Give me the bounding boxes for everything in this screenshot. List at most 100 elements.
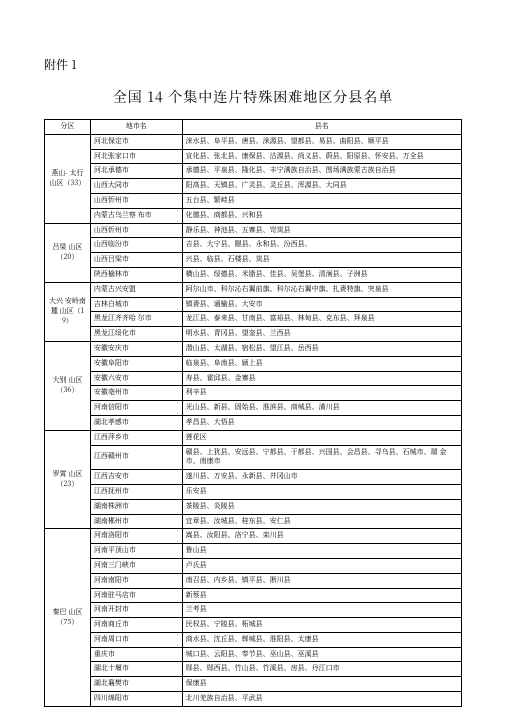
- page-title: 全国 14 个集中连片特殊困难地区分县名单: [44, 87, 462, 107]
- table-row: 河南驻马店市新蔡县: [45, 588, 462, 603]
- county-cell: 南召县、内乡县、镇平县、淅川县: [182, 573, 461, 588]
- table-row: 大别 山区（36）安徽安庆市潜山县、太湖县、宿松县、望江县、岳西县: [45, 341, 462, 356]
- county-cell: 潜山县、太湖县、宿松县、望江县、岳西县: [182, 341, 461, 356]
- table-row: 吕梁 山区（20）山西忻州市静乐县、神池县、五寨县、岢岚县: [45, 223, 462, 238]
- table-row: 湖南株洲市茶陵县、炎陵县: [45, 499, 462, 514]
- city-cell: 山西临汾市: [90, 238, 182, 253]
- city-cell: 内蒙古兴安盟: [90, 282, 182, 297]
- county-cell: 宣化县、张北县、康保县、沽源县、尚义县、蔚县、阳原县、怀安县、万全县: [182, 149, 461, 164]
- county-cell: 乐安县: [182, 484, 461, 499]
- city-cell: 重庆市: [90, 647, 182, 662]
- county-cell: 宜章县、汝城县、桂东县、安仁县: [182, 514, 461, 529]
- table-row: 重庆市城口县、云阳县、奉节县、巫山县、巫溪县: [45, 647, 462, 662]
- zone-cell: 罗霄 山区（23）: [45, 430, 91, 529]
- county-cell: 鲁山县: [182, 544, 461, 559]
- table-row: 四川绵阳市北川羌族自治县、平武县: [45, 692, 462, 707]
- county-cell: 北川羌族自治县、平武县: [182, 692, 461, 707]
- county-cell: 孝昌县、大悟县: [182, 415, 461, 430]
- city-cell: 黑龙江齐齐哈 尔市: [90, 312, 182, 327]
- county-cell: 兴县、临县、石楼县、岚县: [182, 253, 461, 268]
- county-cell: 承德县、平泉县、隆化县、丰宁满族自治县、围场满族蒙古族自治县: [182, 164, 461, 179]
- table-row: 陕西榆林市横山县、绥德县、米脂县、佳县、吴堡县、清涧县、子洲县: [45, 267, 462, 282]
- city-cell: 安徽亳州市: [90, 386, 182, 401]
- table-row: 湖北孝感市孝昌县、大悟县: [45, 415, 462, 430]
- city-cell: 吉林白城市: [90, 297, 182, 312]
- zone-cell: 秦巴 山区（75）: [45, 529, 91, 707]
- county-cell: 利辛县: [182, 386, 461, 401]
- city-cell: 山西吕梁市: [90, 253, 182, 268]
- county-cell: 化德县、商都县、兴和县: [182, 208, 461, 223]
- county-cell: 阳高县、天镇县、广灵县、灵丘县、浑源县、大同县: [182, 179, 461, 194]
- county-cell: 吉县、大宁县、隰县、永和县、汾西县、: [182, 238, 461, 253]
- table-row: 湖北十堰市郧县、郧西县、竹山县、竹溪县、房县、丹江口市: [45, 662, 462, 677]
- table-row: 大兴 安岭南麓 山区（19）内蒙古兴安盟阿尔山市、科尔沁右翼前旗、科尔沁右翼中旗…: [45, 282, 462, 297]
- city-cell: 安徽六安市: [90, 371, 182, 386]
- table-row: 河北张家口市宣化县、张北县、康保县、沽源县、尚义县、蔚县、阳原县、怀安县、万全县: [45, 149, 462, 164]
- table-row: 江西吉安市遂川县、万安县、永新县、井冈山市: [45, 470, 462, 485]
- city-cell: 河南平顶山市: [90, 544, 182, 559]
- county-cell: 城口县、云阳县、奉节县、巫山县、巫溪县: [182, 647, 461, 662]
- county-cell: 临泉县、阜南县、颍上县: [182, 356, 461, 371]
- table-row: 山西忻州市五台县、繁峙县: [45, 193, 462, 208]
- table-row: 河南南阳市南召县、内乡县、镇平县、淅川县: [45, 573, 462, 588]
- city-cell: 湖北十堰市: [90, 662, 182, 677]
- county-cell: 茶陵县、炎陵县: [182, 499, 461, 514]
- appendix-label: 附件 1: [44, 56, 462, 73]
- city-cell: 湖南株洲市: [90, 499, 182, 514]
- city-cell: 河南开封市: [90, 603, 182, 618]
- table-row: 河南信阳市光山县、新县、固始县、淮滨县、商城县、潢川县: [45, 401, 462, 416]
- city-cell: 河北保定市: [90, 134, 182, 149]
- table-row: 安徽六安市寿县、霍邱县、金寨县: [45, 371, 462, 386]
- county-cell: 莲花区: [182, 430, 461, 445]
- county-cell: 寿县、霍邱县、金寨县: [182, 371, 461, 386]
- city-cell: 内蒙古乌兰察 布市: [90, 208, 182, 223]
- county-cell: 赣县、上犹县、安远县、宁都县、于都县、兴国县、会昌县、寻乌县、石城市、瑞 金市、…: [182, 445, 461, 470]
- city-cell: 河南三门峡市: [90, 558, 182, 573]
- table-row: 河北承德市承德县、平泉县、隆化县、丰宁满族自治县、围场满族蒙古族自治县: [45, 164, 462, 179]
- county-cell: 卢氏县: [182, 558, 461, 573]
- table-row: 湖南郴州市宜章县、汝城县、桂东县、安仁县: [45, 514, 462, 529]
- county-cell: 新蔡县: [182, 588, 461, 603]
- table-row: 黑龙江绥化市明水县、青冈县、望奎县、兰西县: [45, 327, 462, 342]
- table-row: 秦巴 山区（75）河南洛阳市嵩县、汝阳县、洛宁县、栾川县: [45, 529, 462, 544]
- city-cell: 湖南郴州市: [90, 514, 182, 529]
- city-cell: 四川绵阳市: [90, 692, 182, 707]
- county-table: 分区 地市名 县名 燕山- 太行 山区（33）河北保定市涞水县、阜平县、唐县、涞…: [44, 119, 462, 707]
- county-cell: 民权县、宁陵县、柘城县: [182, 618, 461, 633]
- city-cell: 湖北孝感市: [90, 415, 182, 430]
- city-cell: 山西忻州市: [90, 223, 182, 238]
- county-cell: 商水县、沈丘县、郸城县、淮阳县、太康县: [182, 632, 461, 647]
- county-cell: 明水县、青冈县、望奎县、兰西县: [182, 327, 461, 342]
- city-cell: 河南驻马店市: [90, 588, 182, 603]
- city-cell: 湖北襄樊市: [90, 677, 182, 692]
- city-cell: 安徽阜阳市: [90, 356, 182, 371]
- city-cell: 黑龙江绥化市: [90, 327, 182, 342]
- table-row: 安徽阜阳市临泉县、阜南县、颍上县: [45, 356, 462, 371]
- table-row: 内蒙古乌兰察 布市化德县、商都县、兴和县: [45, 208, 462, 223]
- county-cell: 嵩县、汝阳县、洛宁县、栾川县: [182, 529, 461, 544]
- table-header-row: 分区 地市名 县名: [45, 120, 462, 135]
- county-cell: 兰考县: [182, 603, 461, 618]
- county-cell: 横山县、绥德县、米脂县、佳县、吴堡县、清涧县、子洲县: [182, 267, 461, 282]
- table-row: 江西抚州市乐安县: [45, 484, 462, 499]
- zone-cell: 燕山- 太行 山区（33）: [45, 134, 91, 223]
- county-cell: 五台县、繁峙县: [182, 193, 461, 208]
- city-cell: 江西萍乡市: [90, 430, 182, 445]
- city-cell: 江西吉安市: [90, 470, 182, 485]
- county-cell: 镇赉县、通榆县、大安市: [182, 297, 461, 312]
- table-row: 河南平顶山市鲁山县: [45, 544, 462, 559]
- zone-cell: 吕梁 山区（20）: [45, 223, 91, 282]
- city-cell: 河南信阳市: [90, 401, 182, 416]
- header-city: 地市名: [90, 120, 182, 135]
- table-row: 河南三门峡市卢氏县: [45, 558, 462, 573]
- county-cell: 遂川县、万安县、永新县、井冈山市: [182, 470, 461, 485]
- city-cell: 河北张家口市: [90, 149, 182, 164]
- zone-cell: 大兴 安岭南麓 山区（19）: [45, 282, 91, 341]
- city-cell: 河南洛阳市: [90, 529, 182, 544]
- county-cell: 郧县、郧西县、竹山县、竹溪县、房县、丹江口市: [182, 662, 461, 677]
- header-county: 县名: [182, 120, 461, 135]
- county-cell: 静乐县、神池县、五寨县、岢岚县: [182, 223, 461, 238]
- county-cell: 龙江县、泰来县、甘南县、富裕县、林甸县、克东县、拜泉县: [182, 312, 461, 327]
- table-row: 江西赣州市赣县、上犹县、安远县、宁都县、于都县、兴国县、会昌县、寻乌县、石城市、…: [45, 445, 462, 470]
- city-cell: 江西抚州市: [90, 484, 182, 499]
